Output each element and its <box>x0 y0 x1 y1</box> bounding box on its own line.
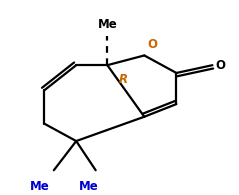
Text: O: O <box>215 59 225 72</box>
Text: R: R <box>119 73 128 86</box>
Text: Me: Me <box>79 180 99 193</box>
Text: Me: Me <box>98 18 117 31</box>
Text: O: O <box>147 38 157 51</box>
Text: Me: Me <box>30 180 50 193</box>
